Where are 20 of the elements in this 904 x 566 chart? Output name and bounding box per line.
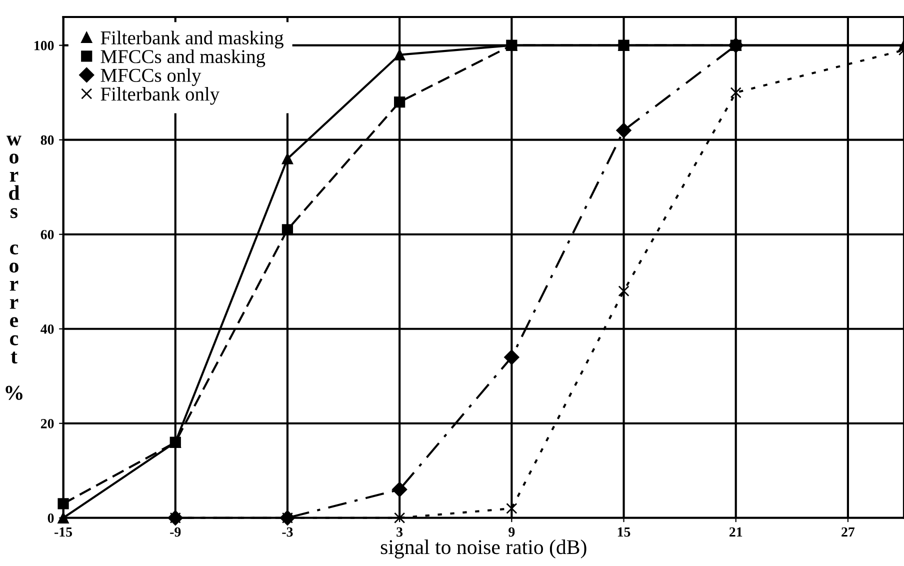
x-tick-label: -9	[170, 527, 181, 537]
x-tick-label: 9	[508, 527, 515, 537]
legend-label: Filterbank only	[100, 87, 220, 105]
text: words correct %	[6, 136, 22, 400]
y-tick-label: 80	[40, 135, 54, 145]
legend-label: MFCCs only	[100, 68, 202, 86]
x-tick-label: -15	[54, 527, 72, 537]
y-tick-label: 20	[40, 418, 54, 428]
x-tick-label: 27	[842, 527, 855, 537]
y-tick-label: 100	[34, 40, 54, 50]
legend-label: MFCCs and masking	[100, 49, 266, 68]
y-tick-label: 60	[40, 230, 54, 240]
y-tick-label: 0	[48, 513, 54, 523]
y-tick-label: 40	[40, 324, 54, 334]
x-tick-label: 21	[729, 527, 742, 537]
x-axis-title: signal to noise ratio (dB)	[380, 540, 586, 558]
x-tick-label: -3	[282, 527, 293, 537]
legend-label: Filterbank and masking	[100, 30, 284, 48]
x-tick-label: 15	[618, 527, 630, 537]
x-tick-label: 3	[396, 527, 403, 537]
